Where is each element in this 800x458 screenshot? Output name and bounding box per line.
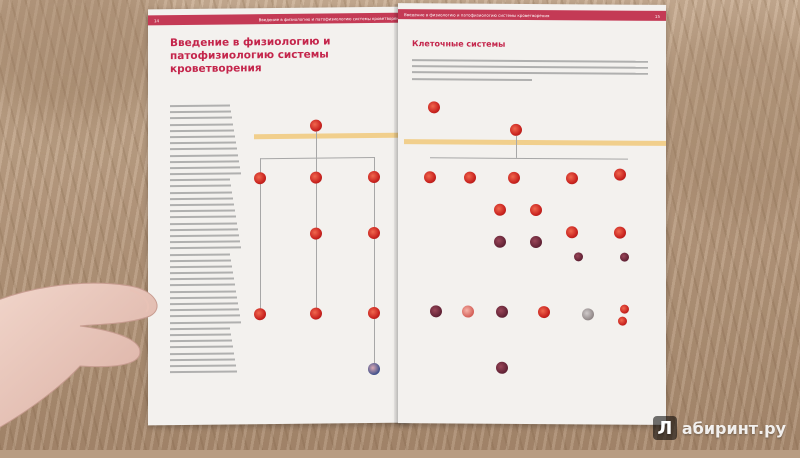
mature-cell: [368, 306, 380, 320]
text-line: [170, 253, 230, 256]
text-line: [170, 116, 232, 120]
text-line: [170, 147, 237, 151]
text-line: [170, 246, 241, 250]
erythroblast-cell: [614, 226, 626, 239]
text-line: [170, 110, 231, 114]
text-line: [170, 320, 241, 324]
erythroblast-cell: [566, 226, 578, 239]
blast-cell: [494, 203, 506, 216]
diagram-line: [260, 156, 375, 160]
text-line: [170, 234, 239, 238]
text-line: [170, 178, 230, 182]
text-line: [170, 259, 231, 262]
body-text-column: [170, 104, 242, 395]
reticulocyte-cell: [574, 252, 583, 262]
text-line: [170, 308, 239, 312]
text-line: [170, 135, 235, 139]
text-line: [170, 172, 241, 176]
text-line: [412, 59, 648, 63]
stem-cell: [428, 101, 440, 114]
precursor-cell: [508, 171, 520, 184]
myeloid-progenitor-cell: [510, 123, 522, 136]
text-line: [170, 141, 236, 145]
granulocyte-cell: [430, 305, 442, 318]
text-line: [170, 166, 240, 170]
text-line: [170, 197, 233, 200]
text-line: [170, 215, 236, 219]
text-line: [170, 160, 239, 163]
platelet-cell: [582, 308, 594, 321]
chapter-title: Введение в физиологию и патофизиологию с…: [170, 35, 331, 76]
progenitor-cell: [368, 170, 380, 184]
intro-paragraph: [412, 59, 652, 85]
myelocyte-cell: [494, 235, 506, 248]
text-line: [170, 370, 237, 374]
text-line: [170, 209, 235, 213]
watermark-badge: Л: [652, 416, 677, 440]
text-line: [170, 222, 237, 225]
text-line: [170, 302, 238, 306]
erythrocyte-cell: [618, 316, 627, 326]
left-running-head-text: Введение в физиологию и патофизиологию с…: [258, 15, 404, 22]
right-running-head: Введение в физиологию и патофизиологию с…: [398, 9, 666, 21]
diagram-band: [404, 139, 666, 146]
diagram-line: [374, 156, 375, 370]
text-line: [170, 123, 233, 126]
myelocyte-cell: [530, 235, 542, 249]
text-line: [412, 65, 648, 69]
reticulocyte-cell: [620, 252, 629, 262]
diagram-line: [516, 135, 517, 158]
mature-cell: [310, 307, 322, 320]
erythrocyte-cell: [620, 304, 629, 314]
left-page-number: 14: [154, 17, 160, 23]
diagram-line: [316, 131, 317, 158]
text-line: [170, 296, 237, 299]
blast-cell: [530, 203, 542, 217]
text-line: [412, 77, 532, 81]
diagram-line: [430, 157, 628, 160]
precursor-cell: [566, 172, 578, 185]
watermark-text: абиринт.ру: [681, 418, 786, 438]
precursor-cell: [424, 171, 436, 184]
basophil-cell: [538, 306, 550, 319]
left-running-head: 14 Введение в физиологию и патофизиологи…: [148, 12, 410, 26]
text-line: [170, 129, 234, 132]
book-left-page: 14 Введение в физиологию и патофизиологи…: [148, 6, 410, 426]
text-line: [170, 184, 231, 188]
progenitor-cell: [254, 172, 266, 185]
plasma-cell: [368, 362, 380, 376]
text-line: [412, 71, 648, 76]
right-running-head-text: Введение в физиологию и патофизиологию с…: [404, 11, 550, 18]
right-page-number: 15: [654, 13, 660, 19]
shadow-blotch: [640, 20, 800, 220]
precursor-cell: [464, 171, 476, 184]
text-line: [170, 104, 230, 108]
section-title: Клеточные системы: [412, 39, 506, 49]
text-line: [170, 191, 232, 194]
progenitor-cell: [310, 171, 322, 184]
lymphocyte-cell: [368, 226, 380, 240]
precursor-cell: [614, 168, 626, 181]
watermark: Л абиринт.ру: [652, 416, 786, 440]
text-line: [170, 228, 238, 231]
text-line: [170, 240, 240, 244]
hand-holding-book: [0, 282, 158, 428]
monocyte-cell: [496, 305, 508, 318]
mature-cell: [254, 308, 266, 321]
book-right-page: Введение в физиологию и патофизиологию с…: [398, 3, 666, 425]
diagram-band: [254, 132, 410, 140]
text-line: [170, 314, 240, 318]
lymphocyte-cell: [310, 227, 322, 240]
text-line: [170, 203, 234, 207]
text-line: [170, 153, 238, 157]
eosinophil-cell: [462, 305, 474, 318]
stem-cell: [310, 119, 322, 132]
megakaryocyte-cell: [496, 361, 508, 374]
